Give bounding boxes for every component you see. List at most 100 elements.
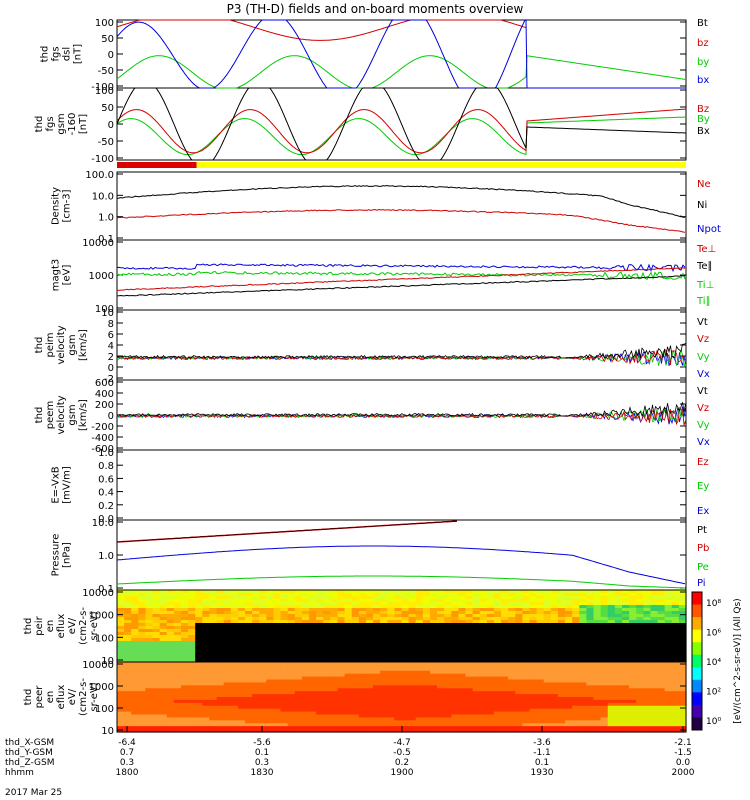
spectrogram-cell bbox=[330, 629, 339, 633]
spectrogram-cell bbox=[486, 697, 495, 701]
y-axis-label: thd bbox=[23, 618, 34, 635]
spectrogram-cell bbox=[152, 702, 161, 707]
spectrogram-cell bbox=[593, 605, 602, 609]
spectrogram-cell bbox=[223, 608, 232, 612]
spectrogram-cell bbox=[280, 632, 289, 636]
spectrogram-cell bbox=[593, 599, 602, 603]
spectrogram-cell bbox=[451, 605, 459, 609]
spectrogram-cell bbox=[543, 699, 552, 704]
spectrogram-cell bbox=[237, 623, 246, 627]
spectrogram-cell bbox=[593, 590, 602, 594]
spectrogram-cell bbox=[479, 608, 488, 612]
spectrogram-cell bbox=[650, 679, 659, 684]
spectrogram-cell bbox=[550, 691, 559, 695]
spectrogram-cell bbox=[472, 676, 481, 681]
spectrogram-cell bbox=[309, 699, 317, 704]
legend-entry: Vy bbox=[697, 352, 710, 363]
spectrogram-cell bbox=[287, 596, 296, 600]
spectrogram-cell bbox=[223, 720, 232, 724]
spectrogram-cell bbox=[401, 644, 410, 648]
spectrogram-cell bbox=[557, 629, 566, 633]
spectrogram-cell bbox=[643, 688, 652, 692]
spectrogram-cell bbox=[600, 596, 609, 600]
spectrogram-cell bbox=[437, 726, 445, 730]
spectrogram-cell bbox=[444, 626, 452, 630]
spectrogram-cell bbox=[301, 659, 310, 663]
spectrogram-cell bbox=[287, 682, 296, 686]
spectrogram-cell bbox=[444, 617, 452, 621]
spectrogram-cell bbox=[536, 662, 545, 666]
spectrogram-cell bbox=[586, 641, 595, 645]
spectrogram-cell bbox=[671, 653, 680, 657]
spectrogram-cell bbox=[301, 676, 310, 681]
spectrogram-cell bbox=[202, 676, 211, 681]
spectrogram-cell bbox=[394, 711, 403, 716]
spectrogram-cell bbox=[230, 602, 239, 606]
spectrogram-cell bbox=[287, 691, 296, 695]
spectrogram-cell bbox=[607, 723, 616, 727]
spectrogram-cell bbox=[294, 629, 303, 633]
spectrogram-cell bbox=[586, 617, 595, 621]
spectrogram-cell bbox=[543, 659, 552, 663]
spectrogram-cell bbox=[330, 664, 339, 669]
spectrogram-cell bbox=[629, 729, 637, 733]
spectrogram-cell bbox=[586, 705, 595, 710]
spectrogram-cell bbox=[394, 685, 403, 689]
spectrogram-cell bbox=[586, 653, 595, 657]
y-tick-label: -2 bbox=[104, 374, 114, 385]
spectrogram-cell bbox=[145, 623, 154, 627]
spectrogram-cell bbox=[131, 717, 139, 721]
spectrogram-cell bbox=[195, 590, 203, 594]
spectrogram-cell bbox=[465, 599, 474, 603]
spectrogram-cell bbox=[152, 726, 161, 730]
spectrogram-cell bbox=[600, 685, 609, 689]
spectrogram-cell bbox=[671, 697, 680, 701]
spectrogram-cell bbox=[273, 632, 282, 636]
spectrogram-cell bbox=[181, 688, 189, 692]
spectrogram-cell bbox=[579, 641, 588, 645]
spectrogram-cell bbox=[543, 688, 552, 692]
spectrogram-cell bbox=[188, 673, 196, 678]
spectrogram-cell bbox=[522, 726, 531, 730]
spectrogram-cell bbox=[657, 608, 666, 612]
spectrogram-cell bbox=[337, 656, 346, 660]
spectrogram-cell bbox=[550, 596, 559, 600]
spectrogram-cell bbox=[287, 676, 296, 681]
spectrogram-cell bbox=[650, 653, 659, 657]
spectrogram-cell bbox=[629, 608, 637, 612]
spectrogram-cell bbox=[131, 676, 139, 681]
spectrogram-cell bbox=[536, 653, 545, 657]
spectrogram-cell bbox=[529, 629, 538, 633]
spectrogram-cell bbox=[629, 699, 637, 704]
spectrogram-cell bbox=[643, 623, 652, 627]
spectrogram-cell bbox=[365, 602, 374, 606]
spectrogram-cell bbox=[557, 717, 566, 721]
spectrogram-cell bbox=[173, 650, 182, 654]
spectrogram-cell bbox=[131, 729, 139, 733]
spectrogram-cell bbox=[330, 650, 339, 654]
spectrogram-cell bbox=[216, 723, 225, 727]
spectrogram-cell bbox=[351, 688, 360, 692]
spectrogram-cell bbox=[138, 720, 147, 724]
spectrogram-cell bbox=[316, 670, 324, 675]
spectrogram-cell bbox=[365, 697, 374, 701]
spectrogram-cell bbox=[636, 647, 644, 651]
spectrogram-cell bbox=[394, 593, 403, 597]
spectrogram-cell bbox=[273, 617, 282, 621]
spectrogram-cell bbox=[358, 590, 367, 594]
spectrogram-cell bbox=[593, 635, 602, 639]
spectrogram-cell bbox=[678, 676, 687, 681]
spectrogram-cell bbox=[394, 611, 403, 615]
mode-bar-segment bbox=[196, 162, 686, 168]
spectrogram-cell bbox=[138, 694, 147, 698]
spectrogram-cell bbox=[458, 659, 467, 663]
spectrogram-cell bbox=[117, 685, 125, 689]
spectrogram-cell bbox=[565, 638, 573, 642]
spectrogram-cell bbox=[202, 647, 211, 651]
spectrogram-cell bbox=[365, 596, 374, 600]
spectrogram-cell bbox=[159, 647, 168, 651]
spectrogram-cell bbox=[280, 608, 289, 612]
spectrogram-cell bbox=[657, 650, 666, 654]
spectrogram-cell bbox=[422, 720, 431, 724]
spectrogram-cell bbox=[131, 635, 139, 639]
